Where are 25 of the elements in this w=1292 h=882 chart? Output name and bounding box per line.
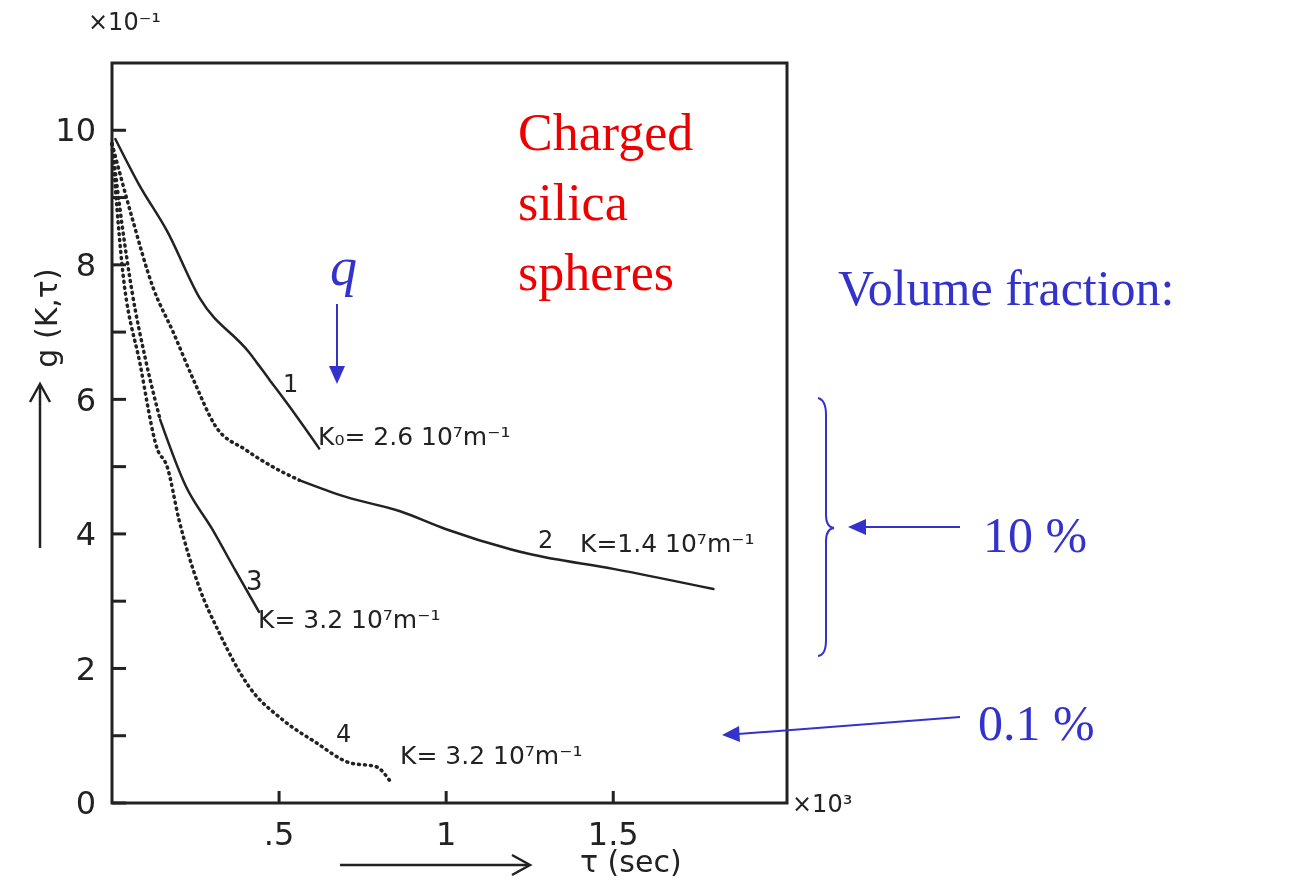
y-tick-label: 4 (75, 515, 96, 554)
annotation: q (330, 237, 357, 297)
annotation: K= 3.2 10⁷m⁻¹ (258, 605, 441, 634)
annotation: 2 (538, 526, 554, 554)
text: 10 % (983, 507, 1088, 563)
text: ×10⁻¹ (88, 8, 161, 36)
text: 0.1 % (978, 695, 1095, 751)
annotation: K= 3.2 10⁷m⁻¹ (400, 741, 583, 770)
x-tick-label: 1 (435, 815, 457, 853)
y-tick-label: 6 (75, 380, 96, 419)
annotation: K=1.4 10⁷m⁻¹ (580, 529, 755, 558)
y-tick-label: 2 (75, 649, 96, 688)
x-tick-label: .5 (263, 815, 295, 853)
annotation: 3 (246, 566, 263, 596)
y-axis-title: g (K,τ) (28, 268, 64, 368)
annotation: 1 (283, 370, 299, 398)
y-tick-label: 10 (55, 111, 96, 150)
x-axis-title: τ (sec) (580, 844, 682, 879)
y-tick-label: 0 (75, 784, 96, 823)
text: Volume fraction: (838, 260, 1175, 316)
annotation: K₀= 2.6 10⁷m⁻¹ (318, 422, 511, 451)
annotation: Charged silica spheres (518, 104, 694, 301)
y-tick-label: 8 (75, 246, 96, 285)
text: ×10³ (792, 790, 853, 818)
annotation: 4 (336, 720, 352, 748)
